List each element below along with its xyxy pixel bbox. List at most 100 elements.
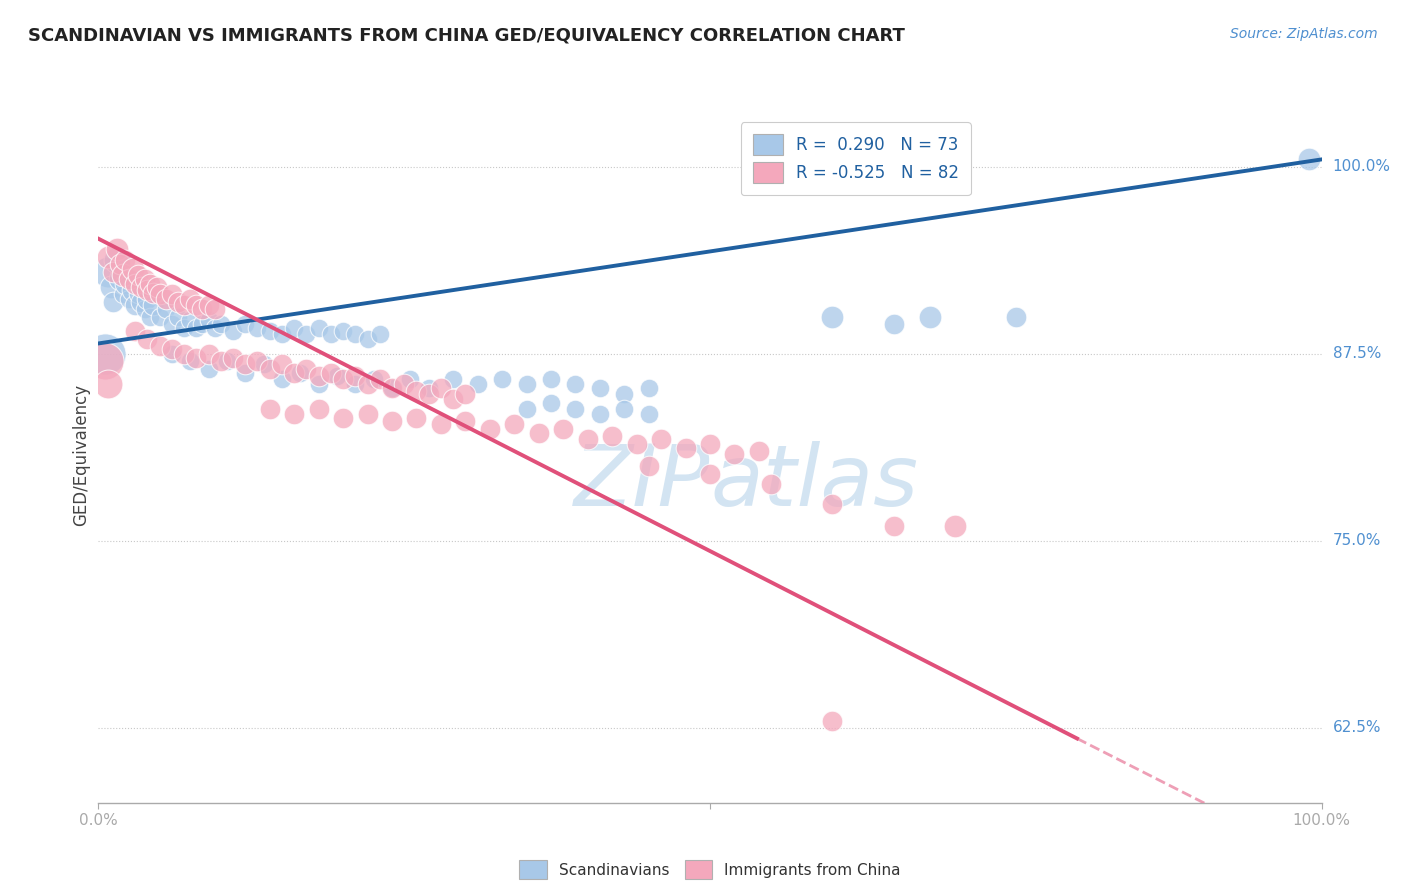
Point bbox=[283, 367, 305, 381]
Point bbox=[418, 381, 440, 395]
Point bbox=[527, 426, 550, 441]
Point bbox=[491, 372, 513, 386]
Point bbox=[295, 362, 318, 376]
Point bbox=[105, 252, 128, 267]
Point bbox=[883, 317, 905, 331]
Point bbox=[613, 387, 636, 401]
Point bbox=[101, 294, 124, 309]
Point bbox=[127, 268, 149, 282]
Point bbox=[821, 497, 844, 511]
Point bbox=[204, 301, 226, 316]
Point bbox=[101, 265, 124, 279]
Point bbox=[332, 411, 354, 425]
Point bbox=[160, 287, 183, 301]
Point bbox=[173, 297, 195, 311]
Point bbox=[761, 477, 783, 491]
Point bbox=[576, 432, 599, 446]
Point bbox=[142, 297, 165, 311]
Point bbox=[121, 261, 143, 276]
Point bbox=[179, 312, 201, 326]
Point bbox=[344, 376, 367, 391]
Point bbox=[233, 367, 256, 381]
Text: ZIP: ZIP bbox=[574, 442, 710, 524]
Point bbox=[699, 436, 721, 450]
Point bbox=[356, 407, 378, 421]
Point bbox=[748, 444, 770, 458]
Point bbox=[124, 277, 146, 291]
Point bbox=[637, 381, 661, 395]
Point bbox=[270, 358, 294, 372]
Point bbox=[405, 384, 427, 399]
Point bbox=[118, 272, 141, 286]
Point bbox=[308, 376, 330, 391]
Point bbox=[118, 292, 141, 306]
Point bbox=[637, 407, 661, 421]
Point bbox=[149, 339, 172, 353]
Point bbox=[308, 402, 330, 417]
Point bbox=[124, 297, 146, 311]
Point bbox=[111, 287, 134, 301]
Point bbox=[97, 265, 120, 279]
Point bbox=[197, 347, 219, 361]
Point bbox=[943, 519, 966, 533]
Point bbox=[589, 381, 612, 395]
Point bbox=[186, 297, 208, 311]
Point bbox=[454, 387, 477, 401]
Point bbox=[124, 325, 146, 339]
Point bbox=[399, 372, 422, 386]
Point bbox=[430, 381, 453, 395]
Point bbox=[197, 312, 219, 326]
Point bbox=[920, 310, 942, 324]
Point bbox=[283, 407, 305, 421]
Point bbox=[233, 317, 256, 331]
Point bbox=[259, 325, 281, 339]
Point bbox=[209, 317, 232, 331]
Point bbox=[564, 376, 586, 391]
Point bbox=[167, 294, 190, 309]
Point bbox=[186, 321, 208, 335]
Point bbox=[160, 347, 183, 361]
Point bbox=[105, 242, 128, 256]
Point bbox=[127, 287, 149, 301]
Point bbox=[173, 347, 195, 361]
Point bbox=[186, 351, 208, 366]
Point bbox=[160, 343, 183, 357]
Point bbox=[149, 310, 172, 324]
Point bbox=[363, 372, 385, 386]
Point bbox=[136, 332, 159, 346]
Point bbox=[110, 257, 132, 271]
Point bbox=[319, 367, 342, 381]
Point bbox=[821, 714, 844, 728]
Point bbox=[308, 369, 330, 384]
Point bbox=[204, 321, 226, 335]
Point bbox=[155, 292, 177, 306]
Point bbox=[600, 429, 623, 443]
Point bbox=[675, 441, 697, 455]
Point bbox=[356, 376, 378, 391]
Point bbox=[121, 283, 143, 297]
Point bbox=[368, 372, 391, 386]
Point bbox=[209, 354, 232, 368]
Point bbox=[215, 354, 238, 368]
Point bbox=[344, 327, 367, 342]
Point bbox=[222, 351, 245, 366]
Point bbox=[1004, 310, 1026, 324]
Point bbox=[883, 519, 905, 533]
Point bbox=[142, 285, 165, 300]
Text: 75.0%: 75.0% bbox=[1333, 533, 1381, 549]
Point bbox=[139, 310, 162, 324]
Point bbox=[139, 277, 162, 291]
Text: 100.0%: 100.0% bbox=[1333, 160, 1391, 175]
Point bbox=[93, 354, 115, 368]
Point bbox=[650, 432, 672, 446]
Point bbox=[160, 317, 183, 331]
Point bbox=[441, 372, 464, 386]
Point bbox=[191, 317, 214, 331]
Point bbox=[129, 279, 152, 293]
Point bbox=[233, 358, 256, 372]
Text: 62.5%: 62.5% bbox=[1333, 721, 1381, 736]
Point bbox=[100, 279, 122, 293]
Point bbox=[270, 327, 294, 342]
Point bbox=[259, 402, 281, 417]
Point bbox=[503, 417, 526, 432]
